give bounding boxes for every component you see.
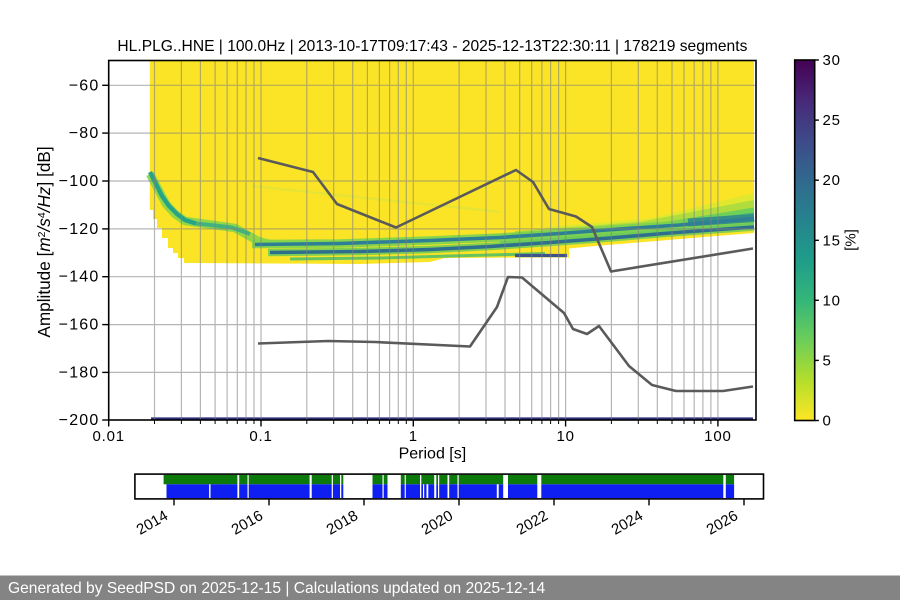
svg-text:30: 30 xyxy=(823,52,841,69)
svg-text:−180: −180 xyxy=(59,364,100,381)
svg-text:100: 100 xyxy=(704,428,731,445)
svg-text:0: 0 xyxy=(823,413,832,430)
svg-text:25: 25 xyxy=(823,112,841,129)
svg-text:20: 20 xyxy=(823,172,841,189)
svg-text:1: 1 xyxy=(409,428,418,445)
svg-text:0.1: 0.1 xyxy=(249,428,272,445)
svg-text:Period [s]: Period [s] xyxy=(399,446,467,463)
svg-text:−80: −80 xyxy=(69,125,100,142)
svg-text:−200: −200 xyxy=(59,412,100,429)
svg-text:−160: −160 xyxy=(59,317,100,334)
svg-text:HL.PLG..HNE | 100.0Hz | 2013-1: HL.PLG..HNE | 100.0Hz | 2013-10-17T09:17… xyxy=(117,38,747,55)
svg-text:10: 10 xyxy=(556,428,574,445)
svg-text:−60: −60 xyxy=(69,77,100,94)
svg-text:Generated by SeedPSD on 2025-1: Generated by SeedPSD on 2025-12-15 | Cal… xyxy=(8,580,546,597)
svg-text:[%]: [%] xyxy=(843,229,860,251)
svg-text:10: 10 xyxy=(823,292,841,309)
svg-text:15: 15 xyxy=(823,232,841,249)
svg-text:−100: −100 xyxy=(59,173,100,190)
svg-text:−140: −140 xyxy=(59,269,100,286)
svg-text:−120: −120 xyxy=(59,221,100,238)
svg-text:5: 5 xyxy=(823,352,832,369)
svg-text:Amplitude [m2/s4/Hz] [dB]: Amplitude [m2/s4/Hz] [dB] xyxy=(34,146,54,337)
svg-text:0.01: 0.01 xyxy=(92,428,124,445)
